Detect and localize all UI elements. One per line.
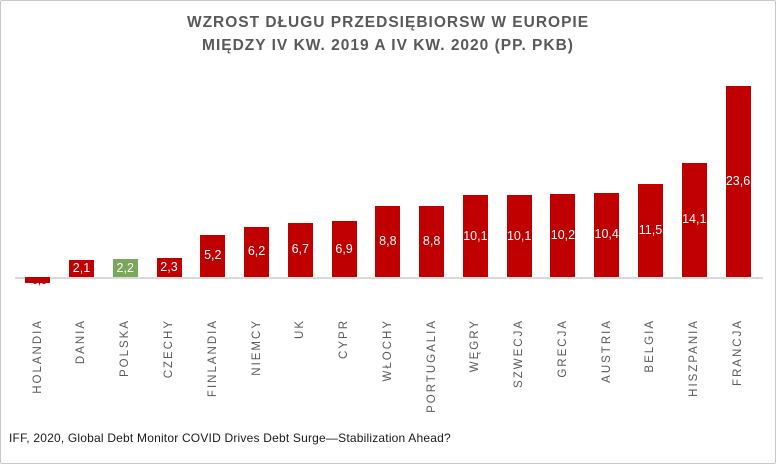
category-label: AUSTRIA (600, 319, 613, 383)
value-label: 8,8 (422, 233, 441, 248)
category-label: NIEMCY (250, 319, 263, 376)
category-label: HISZPANIA (688, 319, 701, 397)
bar (462, 195, 488, 277)
category-label: DANIA (75, 319, 88, 365)
bar (637, 183, 663, 277)
category-label: CZECHY (163, 319, 175, 379)
category-label: CYPR (338, 319, 351, 359)
bar (681, 162, 707, 277)
bar (244, 226, 270, 277)
value-label: 10,1 (506, 228, 532, 243)
bar (375, 205, 401, 277)
value-label: 14,1 (682, 212, 707, 227)
value-label: -0,8 (28, 274, 47, 287)
value-label: 2,2 (116, 260, 134, 275)
value-label: 8,8 (379, 233, 397, 248)
value-label: 2,1 (72, 260, 91, 275)
bar (550, 194, 576, 277)
value-label: 6,2 (247, 244, 266, 259)
category-label: GRECJA (556, 319, 569, 378)
category-label: SZWECJA (513, 319, 526, 388)
category-label: WĘGRY (469, 319, 482, 373)
value-label: 10,4 (594, 227, 619, 242)
chart-title-line1: WZROST DŁUGU PRZEDSIĘBIORSW W EUROPIE (186, 14, 590, 31)
bar (200, 234, 226, 277)
bar (25, 277, 51, 284)
category-label: WŁOCHY (381, 319, 394, 382)
category-label: PORTUGALIA (425, 319, 438, 413)
value-label: 10,1 (463, 228, 488, 243)
category-label: UK (294, 319, 307, 339)
category-label: HOLANDIA (31, 319, 44, 394)
bar (68, 259, 94, 277)
bar (112, 259, 138, 277)
value-label: 23,6 (725, 173, 751, 188)
chart-title-line2: MIĘDZY IV KW. 2019 A IV KW. 2020 (PP. PK… (202, 37, 574, 54)
bar (725, 85, 751, 277)
source-note: IFF, 2020, Global Debt Monitor COVID Dri… (9, 431, 451, 445)
bar (419, 205, 445, 277)
value-label: 11,5 (638, 222, 663, 237)
value-label: 6,7 (291, 242, 309, 257)
category-label: POLSKA (119, 319, 132, 378)
bar (156, 258, 182, 277)
bar (287, 222, 313, 277)
category-label: BELGIA (644, 319, 657, 373)
bar (594, 192, 620, 277)
bar (331, 221, 357, 277)
value-label: 6,9 (335, 241, 353, 256)
bar (506, 195, 532, 277)
value-label: 5,2 (204, 248, 222, 263)
x-axis-line (15, 277, 763, 279)
value-label: 10,2 (550, 228, 576, 243)
category-label: FRANCJA (732, 319, 745, 387)
value-label: 2,3 (160, 260, 178, 275)
chart-title: WZROST DŁUGU PRZEDSIĘBIORSW W EUROPIE MI… (1, 11, 775, 57)
category-label: FINLANDIA (206, 319, 219, 398)
